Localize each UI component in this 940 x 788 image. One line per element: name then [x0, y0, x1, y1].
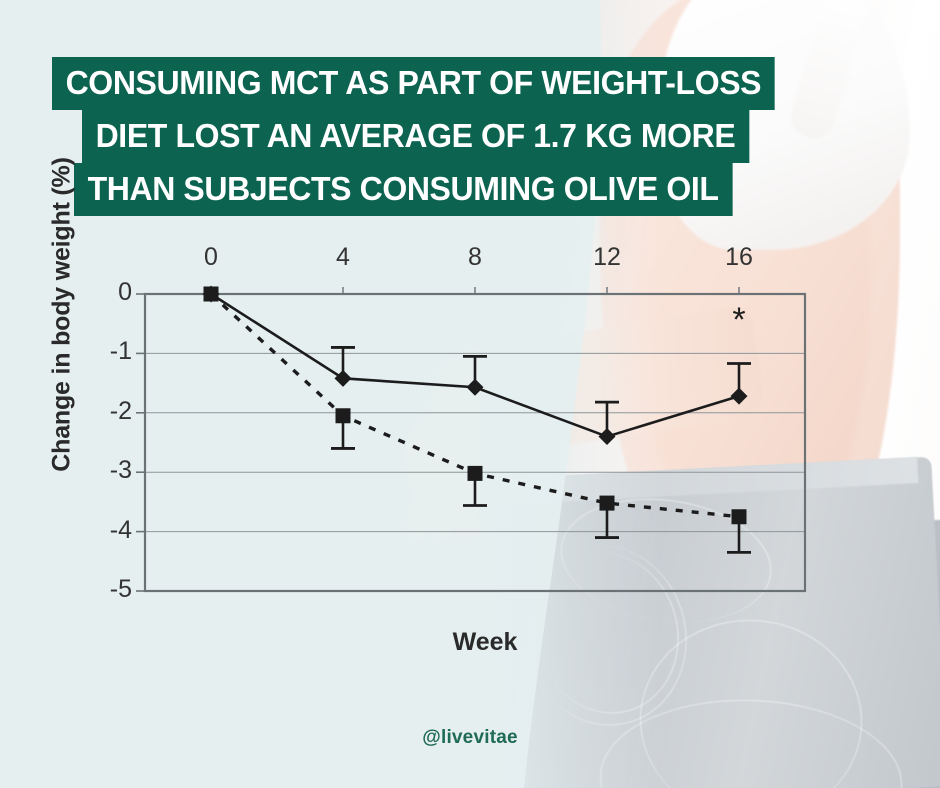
social-handle: @livevitae [422, 727, 518, 748]
y-tick-label: 0 [118, 278, 132, 306]
x-tick-label: 16 [725, 243, 753, 271]
x-tick-label: 8 [468, 243, 482, 271]
y-tick-label: -5 [109, 575, 132, 603]
x-tick-label: 12 [593, 243, 621, 271]
headline-line-2: DIET LOST AN AVERAGE OF 1.7 KG MORE [82, 110, 749, 163]
y-tick-label: -2 [109, 396, 132, 425]
y-tick-label: -3 [109, 456, 132, 485]
x-tick-label: 4 [336, 243, 350, 271]
significance-asterisk: * [732, 301, 745, 339]
headline-line-1: CONSUMING MCT AS PART OF WEIGHT-LOSS [52, 57, 775, 110]
headline-banner: CONSUMING MCT AS PART OF WEIGHT-LOSS DIE… [0, 57, 940, 216]
y-tick-label: -4 [109, 515, 132, 544]
x-axis-label: Week [452, 628, 518, 656]
headline-line-3: THAN SUBJECTS CONSUMING OLIVE OIL [74, 163, 733, 216]
x-tick-label: 0 [204, 243, 218, 271]
plot-area: * [136, 285, 807, 593]
y-tick-label: -1 [109, 337, 132, 366]
chart: Change in body weight (%) Week 0 4 8 12 … [48, 157, 807, 656]
